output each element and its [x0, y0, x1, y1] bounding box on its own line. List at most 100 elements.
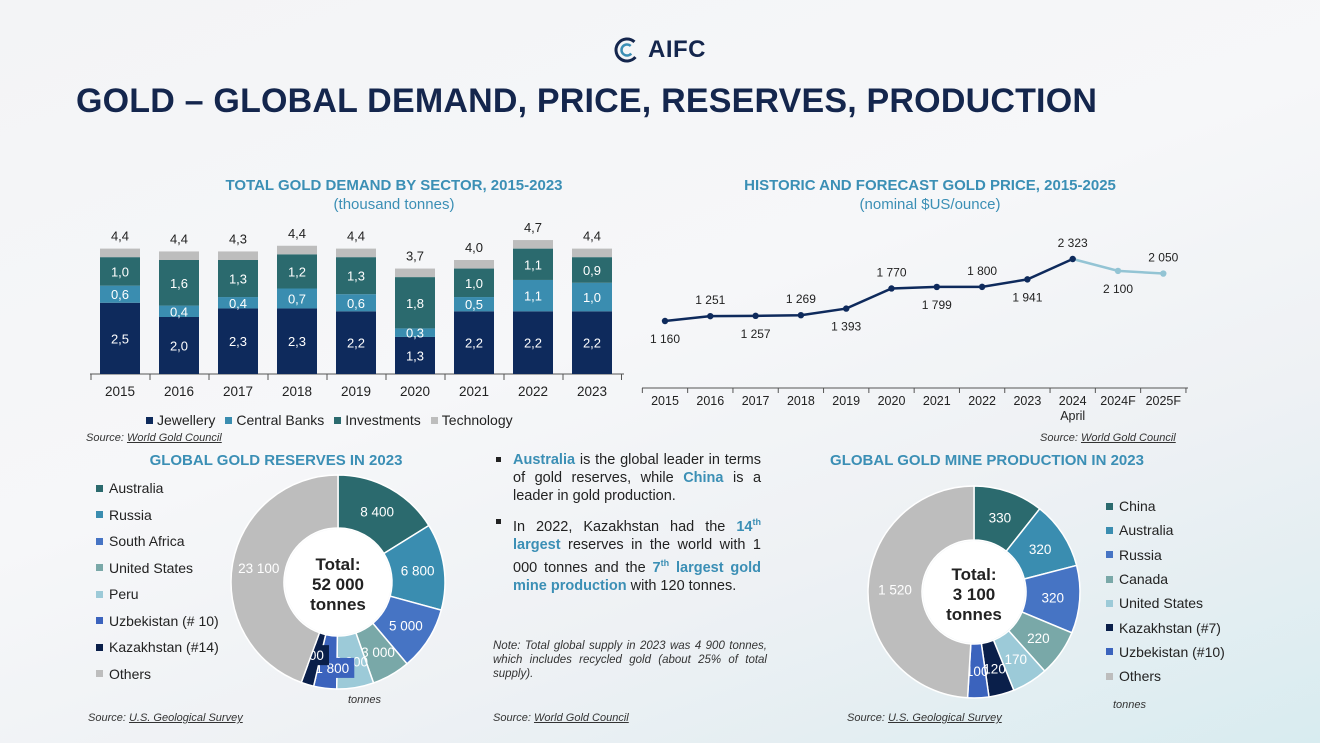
- legend-item-peru: Peru: [96, 581, 219, 608]
- bar-segment-technology: [572, 248, 612, 258]
- bar-segment-investments: [277, 254, 317, 289]
- legend-swatch: [1106, 575, 1113, 583]
- data-label: 1 520: [878, 583, 912, 598]
- bar-segment-investments: [454, 268, 494, 298]
- legend-label: United States: [1119, 595, 1204, 612]
- slice-others: [867, 485, 975, 699]
- total-label: 4,4: [347, 229, 365, 244]
- legend-swatch: [334, 416, 342, 424]
- price-line-chart: 1 160 2015 1 251 2016 1 257 2017 1 269 2018 1 39…: [641, 236, 1188, 423]
- price-point: [933, 283, 940, 291]
- price-chart-subtitle: (nominal $US/ounce): [859, 196, 1001, 213]
- price-point: [843, 305, 850, 312]
- legend-item-jewellery: Jewellery: [146, 412, 215, 428]
- bar-segment-technology: [277, 245, 317, 255]
- legend-swatch: [96, 537, 103, 545]
- legend-label: Uzbekistan (#10): [1119, 643, 1225, 660]
- demand-legend: Jewellery Central Banks Investments Tech…: [146, 412, 513, 428]
- legend-label: Russia: [1119, 546, 1162, 563]
- production-chart-title: GLOBAL GOLD MINE PRODUCTION IN 2023: [830, 452, 1144, 469]
- data-label: 0,3: [406, 326, 424, 341]
- data-label: 1 257: [741, 327, 771, 341]
- source-link[interactable]: World Gold Council: [126, 432, 222, 444]
- legend-label: China: [1119, 498, 1156, 515]
- data-label: 1,1: [524, 289, 542, 304]
- fact-item: In 2022, Kazakhstan had the 14th largest…: [493, 513, 761, 595]
- slice-others: [230, 474, 339, 684]
- fact-text: with 120 tonnes.: [626, 577, 737, 594]
- data-label: 1,0: [465, 276, 483, 291]
- legend-item-central-banks: Central Banks: [225, 412, 324, 428]
- legend-item-united-states: United States: [1106, 591, 1225, 615]
- bar-segment-jewellery: [395, 336, 435, 374]
- x-tick-label: 2017: [223, 384, 253, 399]
- donut-hole: [923, 541, 1025, 643]
- superscript: th: [660, 557, 670, 568]
- reserves-unit-note: tonnes: [348, 694, 382, 706]
- data-label: 2,3: [288, 334, 306, 349]
- bar-segment-jewellery: [454, 311, 494, 374]
- legend-label: Investments: [345, 412, 421, 428]
- source-link[interactable]: World Gold Council: [533, 712, 629, 724]
- highlight-text: largest gold mine production: [513, 559, 761, 594]
- source-link[interactable]: U.S. Geological Survey: [128, 712, 243, 724]
- legend-label: Uzbekistan (# 10): [109, 612, 219, 629]
- data-label: 1,0: [583, 290, 601, 305]
- legend-item-technology: Technology: [430, 412, 513, 428]
- highlight-text: 7: [652, 559, 661, 576]
- bar-segment-investments: [100, 257, 140, 286]
- total-label: 4,4: [288, 226, 306, 241]
- data-label: 1 799: [922, 298, 952, 312]
- data-label: 8 400: [360, 505, 394, 520]
- x-tick-label: 2015: [105, 384, 135, 399]
- bar-segment-central-banks: [277, 288, 317, 309]
- bar-segment-technology: [100, 248, 140, 258]
- legend-label: South Africa: [109, 533, 185, 550]
- data-label: 0,5: [465, 297, 483, 312]
- legend-swatch: [430, 416, 438, 424]
- data-label: 0,6: [111, 287, 129, 302]
- bar-segment-investments: [159, 260, 199, 306]
- production-unit-note: tonnes: [1113, 699, 1147, 711]
- production-source: Source: U.S. Geological Survey: [847, 712, 1002, 724]
- data-label: 320: [1042, 591, 1065, 606]
- data-label: 1,3: [406, 348, 424, 363]
- price-point: [797, 311, 805, 319]
- bar-segment-jewellery: [159, 317, 199, 374]
- x-tick-label: 2025F: [1146, 394, 1182, 408]
- demand-chart-subtitle: (thousand tonnes): [333, 196, 455, 213]
- data-label: 0,4: [229, 296, 247, 311]
- price-point: [888, 285, 895, 292]
- legend-item-uzbekistan: Uzbekistan (#10): [1106, 640, 1225, 664]
- price-point: [1069, 255, 1076, 263]
- data-label: 1 393: [831, 320, 861, 334]
- data-label: 0,9: [583, 263, 601, 278]
- reserves-source: Source: U.S. Geological Survey: [88, 712, 243, 724]
- legend-swatch: [96, 564, 103, 572]
- bar-segment-technology: [395, 268, 435, 278]
- legend-label: Australia: [109, 480, 164, 497]
- legend-label: Others: [109, 665, 152, 682]
- price-series-line: [664, 257, 1074, 323]
- x-tick-label: 2021: [459, 384, 489, 399]
- source-link[interactable]: World Gold Council: [1080, 432, 1176, 444]
- legend-item-united-states: United States: [96, 555, 219, 582]
- reserves-chart-title: GLOBAL GOLD RESERVES IN 2023: [149, 452, 403, 469]
- legend-label: Technology: [441, 412, 513, 428]
- demand-source: Source: World Gold Council: [86, 432, 222, 444]
- bar-segment-investments: [218, 260, 258, 298]
- price-point: [707, 312, 714, 320]
- fact-text: reserves in the world with 1 000 tonnes …: [513, 536, 761, 576]
- legend-swatch: [1106, 599, 1113, 607]
- legend-item-kazakhstan: Kazakhstan (#14): [96, 634, 219, 661]
- source-link[interactable]: U.S. Geological Survey: [887, 712, 1002, 724]
- data-label: 0,7: [288, 291, 306, 306]
- total-unit: tonnes: [310, 595, 366, 614]
- highlight-text: China: [683, 470, 724, 486]
- legend-swatch: [1106, 648, 1113, 656]
- data-label: 3 000: [361, 645, 395, 660]
- legend-swatch: [96, 590, 103, 598]
- data-label: 1 800: [967, 264, 997, 278]
- legend-item-others: Others: [1106, 664, 1225, 688]
